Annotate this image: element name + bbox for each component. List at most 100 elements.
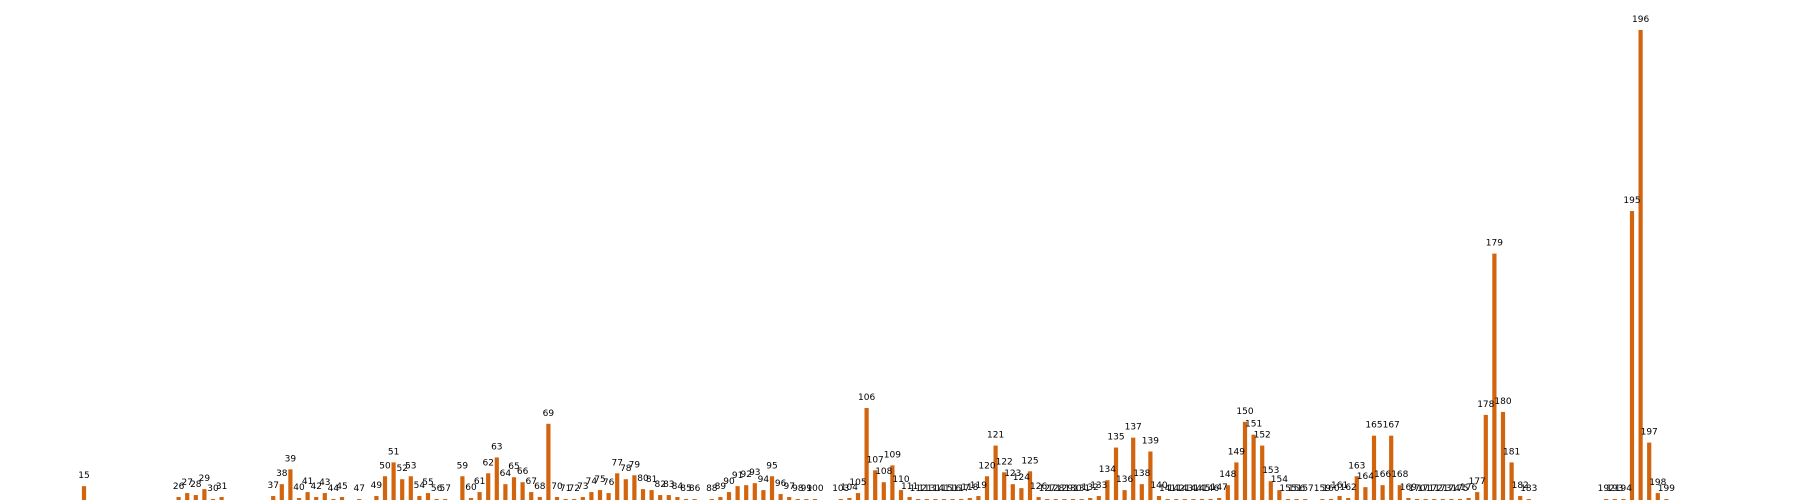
bar-64: [503, 484, 508, 500]
data-label-177: 177: [1469, 477, 1486, 487]
bar-95: [769, 476, 775, 500]
data-label-183: 183: [1520, 484, 1537, 494]
data-label-62: 62: [482, 458, 493, 468]
data-label-89: 89: [715, 482, 727, 492]
data-label-96: 96: [775, 479, 787, 489]
bar-62: [486, 473, 491, 500]
data-label-47: 47: [353, 484, 364, 494]
bar-38: [279, 484, 284, 500]
data-label-77: 77: [611, 458, 622, 468]
data-label-142: 142: [1168, 484, 1185, 494]
data-label-39: 39: [285, 454, 297, 464]
data-label-138: 138: [1133, 469, 1150, 479]
bar-78: [623, 479, 628, 500]
data-label-91: 91: [732, 471, 743, 481]
data-label-168: 168: [1391, 470, 1408, 480]
bar-138: [1139, 484, 1144, 500]
bar-134: [1105, 480, 1110, 500]
bar-135: [1113, 447, 1119, 500]
data-label-95: 95: [766, 461, 777, 471]
data-label-124: 124: [1013, 473, 1030, 483]
data-label-28: 28: [190, 480, 202, 490]
data-label-164: 164: [1357, 472, 1374, 482]
data-label-74: 74: [586, 477, 598, 487]
bar-77: [615, 473, 620, 500]
bar-126: [1036, 497, 1041, 500]
data-label-178: 178: [1477, 400, 1494, 410]
data-label-115: 115: [935, 484, 952, 494]
bar-163: [1354, 476, 1359, 500]
bar-91: [735, 486, 740, 500]
data-label-107: 107: [867, 455, 884, 465]
data-label-57: 57: [439, 484, 450, 494]
bar-121: [993, 445, 998, 500]
bar-167: [1389, 435, 1394, 500]
data-label-146: 146: [1202, 484, 1219, 494]
data-label-127: 127: [1039, 484, 1056, 494]
bar-94: [761, 490, 766, 500]
data-label-44: 44: [328, 484, 340, 494]
data-label-192: 192: [1598, 484, 1615, 494]
bar-104: [847, 498, 852, 500]
bar-107: [873, 470, 878, 500]
bar-118: [967, 498, 972, 500]
data-label-165: 165: [1365, 421, 1382, 431]
bar-133: [1096, 496, 1101, 500]
bar-67: [529, 492, 534, 500]
data-label-93: 93: [749, 468, 760, 478]
data-label-182: 182: [1512, 481, 1529, 491]
data-label-169: 169: [1400, 483, 1417, 493]
bar-51: [391, 462, 396, 500]
data-label-78: 78: [620, 464, 632, 474]
bar-69: [546, 423, 551, 500]
bar-178: [1483, 414, 1488, 500]
data-label-151: 151: [1245, 420, 1262, 430]
data-label-51: 51: [388, 447, 399, 457]
bar-96: [778, 494, 783, 500]
bar-42: [314, 497, 319, 500]
bar-105: [855, 493, 861, 500]
data-label-129: 129: [1056, 484, 1073, 494]
data-label-59: 59: [457, 461, 469, 471]
data-label-56: 56: [431, 484, 443, 494]
data-label-193: 193: [1606, 484, 1623, 494]
data-label-181: 181: [1503, 447, 1520, 457]
data-label-161: 161: [1331, 481, 1348, 491]
bar-53: [408, 476, 413, 500]
data-label-180: 180: [1494, 397, 1511, 407]
data-label-98: 98: [792, 484, 804, 494]
data-label-149: 149: [1228, 447, 1245, 457]
data-label-143: 143: [1176, 484, 1193, 494]
data-label-15: 15: [78, 471, 89, 481]
bar-28: [193, 495, 198, 500]
data-label-85: 85: [680, 484, 691, 494]
data-label-160: 160: [1322, 484, 1339, 494]
data-label-199: 199: [1658, 484, 1675, 494]
bar-43: [322, 493, 327, 500]
bar-168: [1397, 485, 1402, 500]
data-label-40: 40: [293, 483, 305, 493]
data-label-155: 155: [1279, 484, 1296, 494]
bar-26: [176, 497, 181, 500]
bar-139: [1148, 451, 1153, 500]
bar-177: [1475, 492, 1480, 500]
data-label-99: 99: [801, 484, 813, 494]
bar-119: [976, 496, 981, 500]
data-label-159: 159: [1314, 484, 1331, 494]
data-label-133: 133: [1090, 481, 1107, 491]
data-label-135: 135: [1107, 433, 1124, 443]
data-label-112: 112: [910, 484, 927, 494]
bar-120: [984, 476, 990, 500]
data-label-97: 97: [783, 482, 794, 492]
data-label-75: 75: [594, 475, 605, 485]
bar-65: [511, 477, 517, 500]
bar-125: [1027, 471, 1033, 500]
bar-198: [1655, 493, 1660, 500]
bar-165: [1371, 435, 1377, 500]
data-label-88: 88: [706, 484, 718, 494]
data-label-64: 64: [500, 469, 512, 479]
bar-196: [1638, 29, 1643, 500]
data-label-37: 37: [267, 481, 278, 491]
